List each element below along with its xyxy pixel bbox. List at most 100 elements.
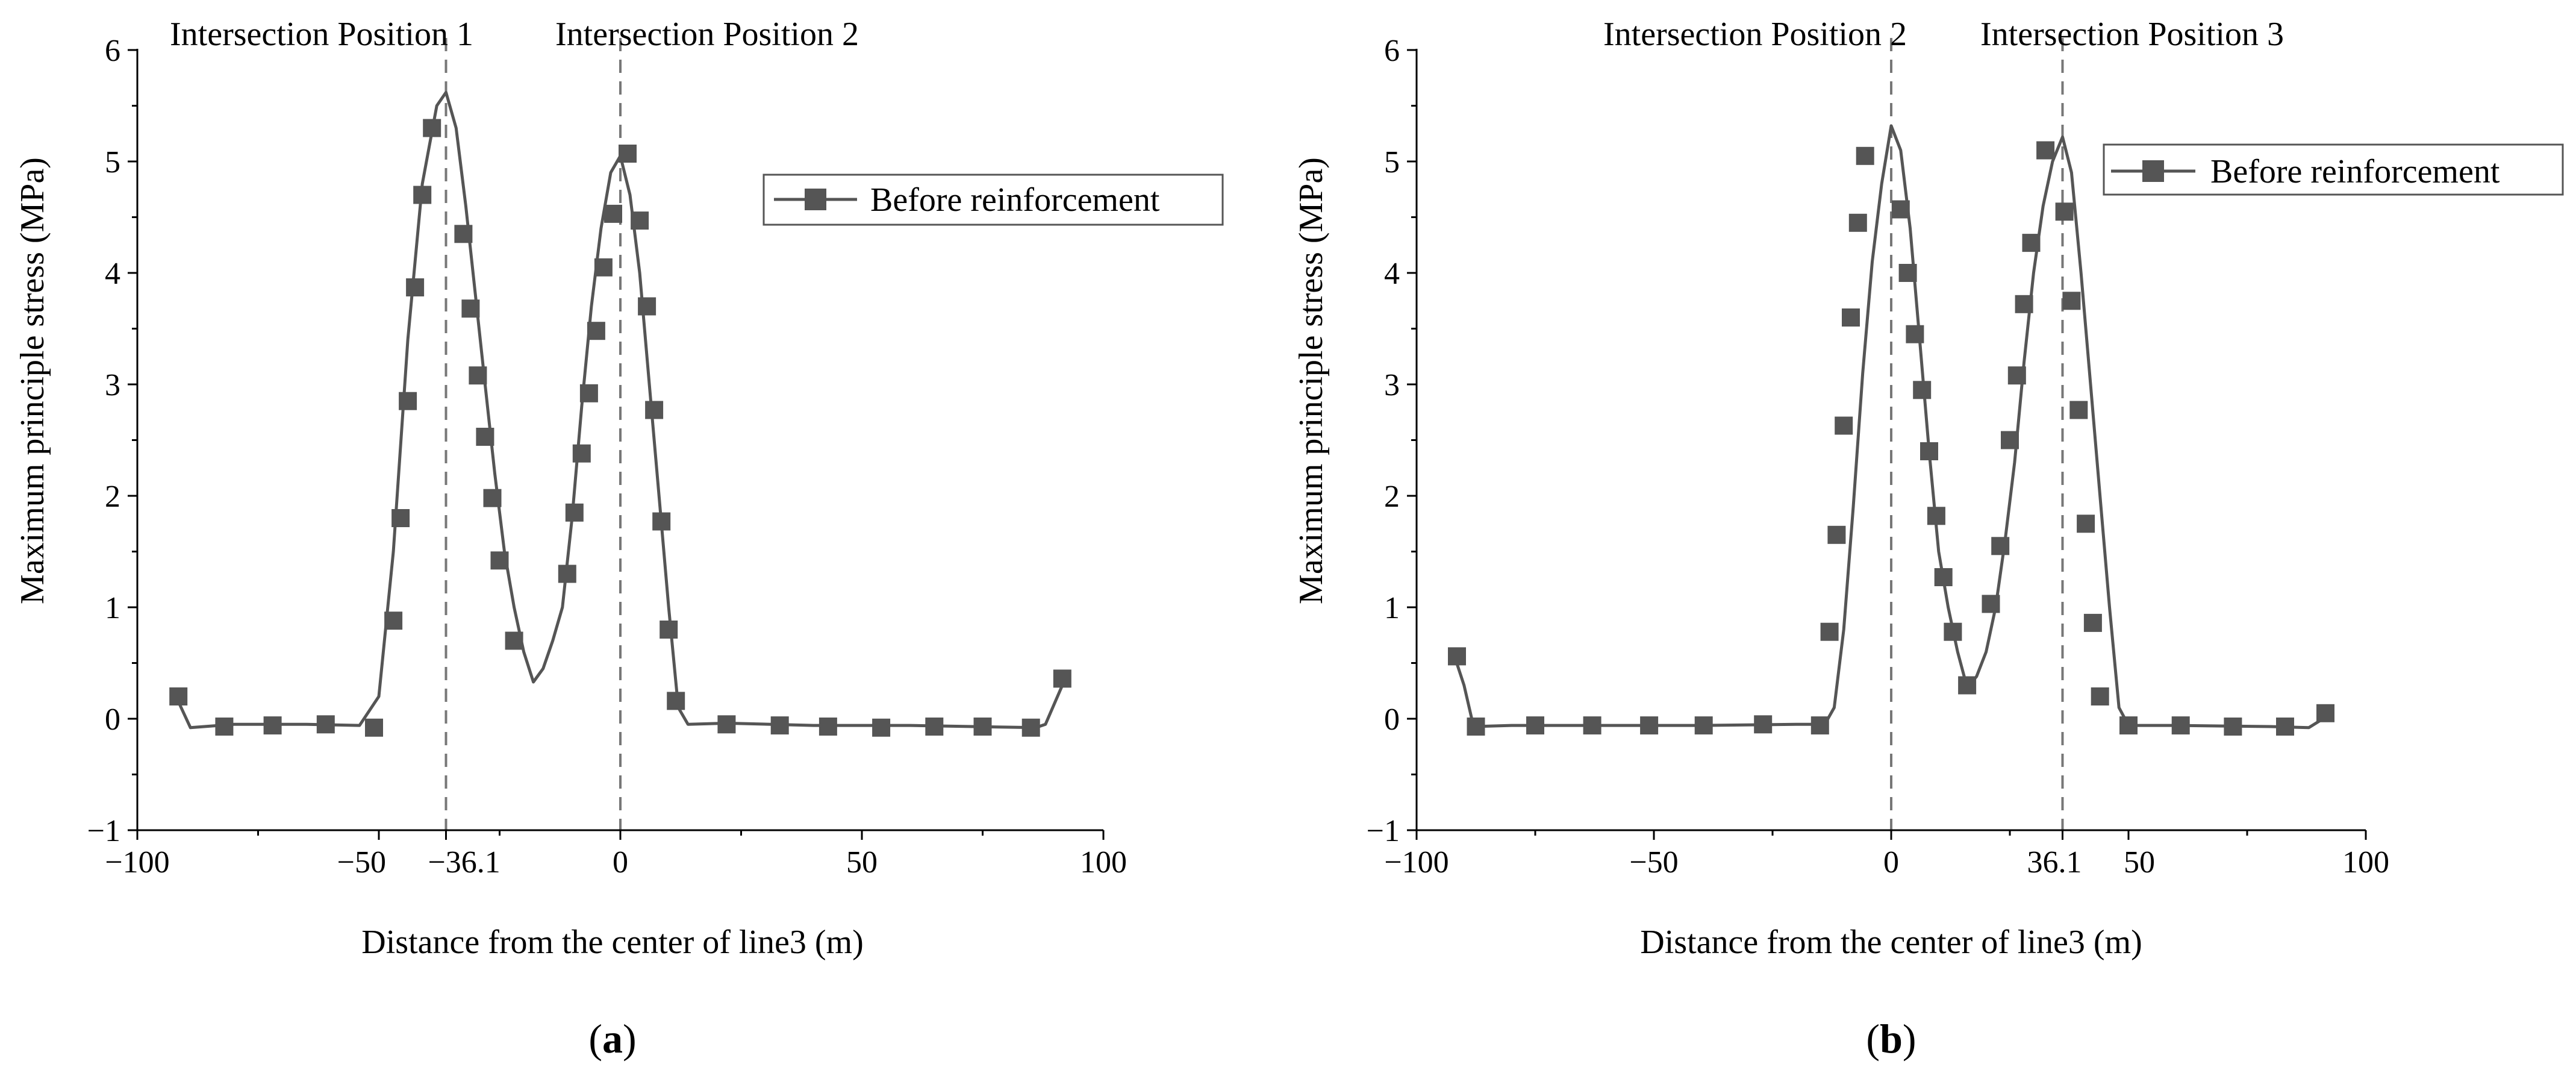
panel-a-data-point: [384, 612, 403, 630]
panel-b-y-tick-label: 3: [1384, 368, 1400, 402]
panel-a-data-point: [973, 718, 992, 736]
panel-b-caption-letter: b: [1880, 1016, 1903, 1062]
panel-b-data-point: [2091, 687, 2109, 705]
panel-b-y-tick-label: 1: [1384, 591, 1400, 625]
panel-b-data-point: [1927, 507, 1945, 525]
panel-a-y-tick-label: 4: [105, 257, 120, 291]
panel-b-data-point: [2171, 716, 2190, 735]
panel-a-x-tick-label: −100: [105, 845, 169, 880]
panel-a-data-point: [490, 551, 509, 570]
panel-a-data-point: [423, 119, 441, 137]
panel-a-caption-letter: a: [602, 1016, 623, 1062]
panel-a-data-point: [872, 718, 891, 737]
panel-b-data-point: [1810, 716, 1829, 735]
panel-a-annotation-intersection-2: Intersection Position 2: [555, 16, 859, 53]
panel-a-x-axis-title: Distance from the center of line3 (m): [361, 924, 863, 961]
panel-b-data-point: [2036, 141, 2055, 160]
panel-a-y-tick-label: 3: [105, 368, 120, 402]
panel-b-data-point: [1913, 381, 1932, 399]
panel-a-data-point: [483, 489, 502, 507]
panel-a-data-point: [454, 225, 473, 243]
panel-b-y-tick-label: −1: [1367, 814, 1400, 848]
panel-b-data-point: [2007, 366, 2026, 385]
panel-a-data-point: [594, 258, 613, 277]
panel-a-data-point: [461, 299, 480, 318]
panel-a-x-tick-label: 50: [846, 845, 878, 880]
panel-a-legend-marker: [805, 189, 826, 210]
panel-b-data-point: [1583, 716, 1601, 735]
panel-b-y-tick-label: 5: [1384, 145, 1400, 180]
panel-a-y-tick-label: 5: [105, 145, 120, 180]
panel-a-data-point: [667, 692, 685, 710]
panel-b-annotation-intersection-3: Intersection Position 3: [1980, 16, 2284, 53]
panel-a-data-point: [316, 715, 335, 734]
panel-b-data-point: [1827, 525, 1846, 544]
panel-b-data-point: [2022, 234, 2041, 252]
panel-b-data-point: [1467, 718, 1485, 736]
panel-b-y-tick-label: 2: [1384, 480, 1400, 514]
panel-a-data-point: [1053, 669, 1071, 688]
panel-b-x-tick-label: −50: [1629, 845, 1678, 880]
panel-b-data-point: [1820, 622, 1839, 641]
panel-a-data-point: [263, 716, 282, 735]
panel-b-caption-close-paren: ): [1903, 1016, 1916, 1062]
panel-b-data-point: [1856, 146, 1874, 165]
panel-a-data-point: [619, 145, 637, 163]
panel-a-data-point: [819, 718, 837, 736]
panel-a-data-point: [406, 278, 425, 296]
panel-b-data-point: [1448, 647, 1466, 666]
panel-a-data-point: [770, 716, 789, 735]
panel-a-data-point: [660, 621, 678, 639]
panel-a-data-point: [925, 718, 944, 736]
panel-a-y-tick-label: 1: [105, 591, 120, 625]
panel-a-data-point: [638, 297, 656, 316]
panel-a-y-tick-label: 2: [105, 480, 120, 514]
panel-a-x-tick-label: 100: [1080, 845, 1127, 880]
panel-b-data-point: [1982, 595, 2000, 613]
panel-a-annotation-intersection-1: Intersection Position 1: [170, 16, 473, 53]
panel-b-data-point: [2119, 716, 2138, 735]
panel-a-data-point: [587, 322, 605, 340]
panel-b-data-point: [1958, 676, 1977, 695]
panel-b-data-point: [2069, 401, 2088, 419]
panel-b-reference-lines: [1890, 38, 2064, 830]
panel-a-y-tick-label: 0: [105, 702, 120, 737]
panel-b-data-point: [1694, 716, 1713, 735]
panel-a-series-line: [174, 90, 1067, 730]
panel-a-data-point: [579, 384, 598, 402]
panel-b-x-tick-label: 0: [1883, 845, 1899, 880]
panel-a: −1 0 1 2 3 4 5 6 −100 −50 −36.1 0 50 100 Maximum prin…: [14, 16, 1224, 1062]
panel-a-data-point: [365, 718, 383, 737]
panel-b-data-point: [1891, 200, 1910, 219]
panel-a-x-tick-label: −50: [337, 845, 386, 880]
panel-b-y-tick-label: 6: [1384, 34, 1400, 68]
panel-b-ticks: −1 0 1 2 3 4 5 6 −100 −50 0 36.1 50 100: [1367, 34, 2389, 880]
panel-a-x-tick-label: 0: [613, 845, 628, 880]
panel-a-data-point: [169, 687, 188, 705]
panel-a-data-point: [717, 715, 736, 734]
panel-a-data-point: [505, 631, 523, 650]
panel-a-data-point: [604, 204, 622, 223]
panel-b-data-point: [1906, 325, 1924, 343]
panel-b-x-tick-label: 100: [2342, 845, 2389, 880]
panel-b-y-axis-title: Maximum principle stress (MPa): [1293, 157, 1330, 604]
panel-a-reference-lines: [444, 38, 622, 830]
panel-a-y-axis-title: Maximum principle stress (MPa): [14, 157, 51, 604]
panel-b-legend-marker: [2142, 160, 2164, 182]
panel-b-data-point: [1754, 715, 1773, 734]
panel-b-data-point: [1526, 716, 1544, 735]
panel-a-data-point: [645, 401, 664, 419]
panel-b: −1 0 1 2 3 4 5 6 −100 −50 0 36.1 50 100 Maximum princ…: [1293, 16, 2564, 1062]
panel-b-data-point: [1898, 264, 1917, 282]
panel-b-data-point: [2276, 718, 2294, 736]
panel-b-data-point: [2062, 292, 2081, 310]
panel-a-y-tick-label: 6: [105, 34, 120, 68]
panel-a-legend-label: Before reinforcement: [870, 181, 1160, 219]
panel-b-y-tick-label: 4: [1384, 257, 1400, 291]
panel-a-data-point: [399, 392, 417, 410]
panel-a-data-point: [558, 565, 576, 583]
panel-a-caption-open-paren: (: [588, 1016, 602, 1062]
panel-b-caption-open-paren: (: [1866, 1016, 1880, 1062]
